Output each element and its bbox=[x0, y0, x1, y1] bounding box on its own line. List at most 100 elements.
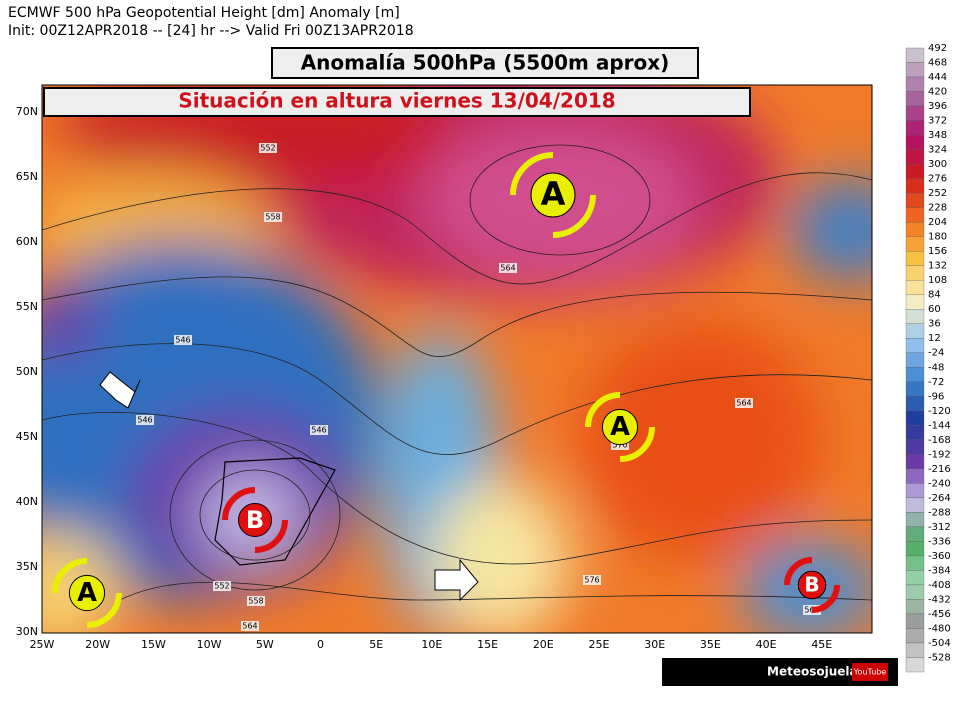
colorbar-swatch bbox=[905, 555, 925, 571]
contour-label-bg bbox=[241, 621, 259, 631]
banner-subtitle: Situación en altura viernes 13/04/2018 bbox=[178, 89, 615, 113]
lat-label: 45N bbox=[16, 430, 38, 443]
colorbar-label: -264 bbox=[928, 493, 951, 504]
colorbar-swatch bbox=[905, 251, 925, 266]
colorbar-label: -288 bbox=[928, 507, 951, 518]
colorbar-swatch bbox=[905, 178, 925, 194]
pressure-label: A bbox=[610, 412, 630, 442]
pressure-label: B bbox=[246, 506, 264, 534]
colorbar-label: 300 bbox=[928, 159, 947, 170]
contour-label: 552 bbox=[260, 144, 275, 153]
colorbar-swatch bbox=[905, 352, 925, 368]
lon-label: 35E bbox=[700, 638, 721, 651]
pressure-center bbox=[797, 570, 827, 600]
colorbar-swatch bbox=[905, 613, 925, 629]
contour-label: 564 bbox=[736, 399, 751, 408]
lat-label: 40N bbox=[16, 495, 38, 508]
colorbar-label: -216 bbox=[928, 464, 951, 475]
footer: Meteosojuela YouTube bbox=[662, 658, 898, 686]
colorbar-label: -336 bbox=[928, 536, 951, 547]
header-line: ECMWF 500 hPa Geopotential Height [dm] A… bbox=[8, 5, 400, 21]
contour-label-bg bbox=[174, 335, 192, 345]
contour-label-bg bbox=[499, 263, 517, 273]
subtitle-banner bbox=[43, 87, 751, 117]
colorbar-label: 84 bbox=[928, 290, 941, 301]
map bbox=[42, 85, 872, 633]
header-line: Init: 00Z12APR2018 -- [24] hr --> Valid … bbox=[8, 23, 414, 39]
rotation-arrow bbox=[222, 487, 256, 521]
lon-label: 5E bbox=[369, 638, 383, 651]
colorbar-label: -432 bbox=[928, 594, 951, 605]
colorbar-swatch bbox=[905, 76, 925, 92]
colorbar-label: 396 bbox=[928, 101, 947, 112]
title-banner bbox=[271, 47, 699, 79]
colorbar-swatch bbox=[905, 468, 925, 484]
colorbar-swatch bbox=[905, 410, 925, 426]
colorbar-swatch bbox=[905, 207, 925, 223]
colorbar-swatch bbox=[905, 280, 925, 295]
lon-label: 15W bbox=[141, 638, 166, 651]
colorbar-swatch bbox=[905, 105, 925, 121]
colorbar-swatch bbox=[905, 236, 925, 252]
lat-label: 30N bbox=[16, 625, 38, 638]
lat-label: 70N bbox=[16, 105, 38, 118]
colorbar-label: -504 bbox=[928, 638, 951, 649]
rotation-arrow bbox=[86, 592, 122, 628]
colorbar-label: 228 bbox=[928, 203, 947, 214]
pressure-center bbox=[601, 408, 639, 446]
contour-label-bg bbox=[247, 596, 265, 606]
colorbar-label: 252 bbox=[928, 188, 947, 199]
colorbar-label: -384 bbox=[928, 565, 951, 576]
pressure-center bbox=[238, 503, 272, 537]
colorbar-label: -72 bbox=[928, 377, 944, 388]
colorbar-swatch bbox=[905, 454, 925, 469]
pressure-label: A bbox=[77, 578, 97, 608]
contour-label-bg bbox=[583, 575, 601, 585]
colorbar-label: -120 bbox=[928, 406, 951, 417]
colorbar-label: -144 bbox=[928, 420, 951, 431]
colorbar-swatch bbox=[905, 483, 925, 499]
colorbar-swatch bbox=[905, 192, 925, 208]
colorbar-label: -24 bbox=[928, 348, 944, 359]
rotation-arrow bbox=[619, 426, 655, 462]
rotation-arrow bbox=[254, 519, 288, 553]
colorbar-swatch bbox=[905, 149, 925, 165]
contour-label: 546 bbox=[311, 426, 326, 435]
contour-label: 546 bbox=[137, 416, 152, 425]
footer-youtube: YouTube bbox=[853, 668, 887, 677]
colorbar-swatch bbox=[905, 367, 925, 382]
contour-label: 558 bbox=[265, 213, 280, 222]
pressure-center bbox=[68, 574, 106, 612]
pressure-label: A bbox=[541, 175, 566, 213]
colorbar-swatch bbox=[905, 512, 925, 528]
colorbar-swatch bbox=[905, 323, 925, 339]
rotation-arrow bbox=[552, 194, 596, 238]
colorbar-swatch bbox=[905, 134, 925, 150]
contour-label-bg bbox=[310, 425, 328, 435]
colorbar-swatch bbox=[905, 497, 925, 513]
colorbar-swatch bbox=[905, 439, 925, 455]
colorbar-label: -48 bbox=[928, 362, 944, 373]
colorbar-swatch bbox=[905, 425, 925, 440]
colorbar-swatch bbox=[905, 584, 925, 600]
contour-label-bg bbox=[259, 143, 277, 153]
contour-label-bg bbox=[264, 212, 282, 222]
colorbar-swatch bbox=[905, 294, 925, 310]
colorbar-swatch bbox=[905, 642, 925, 658]
contour-label: 576 bbox=[584, 576, 599, 585]
colorbar-swatch bbox=[905, 628, 925, 644]
colorbar-label: 36 bbox=[928, 319, 941, 330]
rotation-arrow bbox=[585, 392, 621, 428]
colorbar-label: 372 bbox=[928, 116, 947, 127]
colorbar-swatch bbox=[905, 309, 925, 324]
colorbar-label: 156 bbox=[928, 246, 947, 257]
footer-brand: Meteosojuela bbox=[767, 665, 858, 679]
lon-label: 25E bbox=[589, 638, 610, 651]
colorbar-swatch bbox=[905, 47, 925, 63]
map-frame bbox=[41, 84, 873, 634]
lon-label: 20E bbox=[533, 638, 554, 651]
colorbar-label: -408 bbox=[928, 580, 951, 591]
colorbar-label: 132 bbox=[928, 261, 947, 272]
contour-label: 558 bbox=[248, 597, 263, 606]
colorbar-swatch bbox=[905, 163, 925, 179]
